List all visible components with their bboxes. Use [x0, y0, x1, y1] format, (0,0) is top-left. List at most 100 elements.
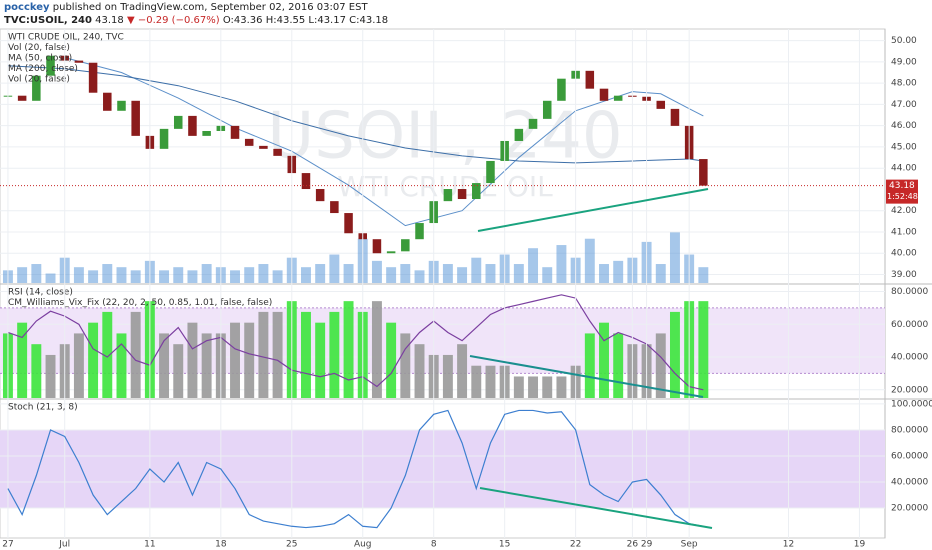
bar	[102, 264, 113, 283]
legend-entry: RSI (14, close)	[8, 288, 73, 298]
bar	[414, 270, 425, 283]
symbol: TVC:USOIL, 240	[4, 15, 92, 26]
plots: 39.00 40.00 41.00 42.00 44.00 45.00 46.00 47.00…	[0, 29, 932, 550]
y-tick-label: 40.0000	[891, 353, 928, 363]
bar	[556, 245, 567, 283]
author[interactable]: pocckey	[4, 2, 50, 13]
y-tick-label: 50.00	[891, 36, 917, 46]
legend-entry: Vol (20, false)	[8, 43, 70, 53]
y-tick-label: 39.00	[891, 270, 917, 280]
bar	[17, 322, 28, 398]
bar	[187, 270, 198, 283]
y-tick-label: 100.0000	[891, 399, 932, 409]
candle	[131, 100, 140, 136]
bar	[655, 333, 666, 398]
candle	[103, 92, 112, 111]
x-tick-label: 8	[431, 540, 437, 550]
candle	[613, 95, 623, 101]
bar	[45, 354, 56, 398]
bar	[528, 248, 539, 283]
candle	[301, 173, 311, 190]
bar	[613, 260, 624, 283]
candle	[273, 148, 282, 156]
bar	[513, 376, 524, 398]
candle	[514, 128, 524, 141]
y-tick-label: 40.00	[891, 249, 917, 259]
bar	[45, 273, 56, 283]
bar	[201, 333, 212, 398]
candle	[386, 251, 396, 254]
bar	[371, 260, 382, 283]
bar	[400, 333, 411, 398]
x-tick-label: 26	[627, 540, 639, 550]
candle	[202, 130, 211, 136]
y-tick-label: 80.0000	[891, 287, 928, 297]
bar	[301, 311, 311, 398]
bar	[329, 311, 340, 398]
x-tick-label: 12	[783, 540, 794, 550]
x-tick-label: 29	[641, 540, 653, 550]
candle	[330, 201, 339, 214]
y-tick-label: 60.0000	[891, 451, 928, 461]
candle	[244, 138, 254, 146]
bar	[599, 264, 609, 283]
bar	[230, 270, 240, 283]
bar	[244, 267, 255, 283]
candle	[457, 189, 467, 200]
last: 43.18	[95, 15, 124, 26]
candle	[656, 100, 666, 109]
y-tick-label: 49.00	[891, 57, 917, 67]
candle	[315, 189, 325, 202]
bar	[315, 322, 326, 398]
bar	[173, 344, 184, 398]
bar	[457, 267, 468, 283]
indicator-line	[7, 409, 704, 529]
bar	[386, 267, 397, 283]
candle	[599, 88, 609, 101]
candle	[259, 145, 268, 149]
bar	[258, 311, 269, 398]
bar	[244, 322, 255, 398]
bar	[187, 322, 198, 398]
x-tick-label: 19	[854, 540, 866, 550]
candle	[74, 60, 84, 63]
candle	[173, 115, 183, 129]
bar	[599, 322, 609, 398]
bar	[613, 333, 624, 398]
header: pocckey published on TradingView.com, Se…	[0, 0, 932, 28]
x-tick-label: Sep	[681, 540, 698, 550]
x-tick-label: 11	[144, 540, 155, 550]
candle	[557, 78, 566, 101]
bar	[17, 267, 28, 283]
bar	[584, 333, 595, 398]
x-tick-label: Jul	[58, 540, 70, 550]
candle	[528, 118, 538, 129]
candle	[46, 55, 55, 76]
bar	[201, 264, 212, 283]
x-tick-label: 18	[215, 540, 227, 550]
bar	[159, 270, 170, 283]
bar	[130, 311, 141, 398]
x-tick-label: Aug	[354, 540, 372, 550]
candle	[88, 62, 98, 93]
candle	[443, 189, 453, 202]
y-tick-label: 44.00	[891, 164, 917, 174]
y-tick-label: 46.00	[891, 121, 917, 131]
bar	[513, 264, 524, 283]
bar	[116, 267, 127, 283]
legend-entry: CM_Williams_Vix_Fix (22, 20, 2, 50, 0.85…	[8, 298, 272, 308]
bar	[272, 311, 283, 398]
candle	[542, 100, 552, 119]
candle	[401, 239, 410, 252]
indicator-line	[7, 294, 704, 391]
bar	[31, 264, 42, 283]
candle	[670, 108, 680, 126]
bar	[556, 376, 567, 398]
bar	[272, 270, 283, 283]
bar	[485, 365, 496, 398]
legend-entry: MA (50, close)	[8, 54, 72, 64]
x-tick-label: 27	[2, 540, 13, 550]
candle	[415, 223, 424, 240]
bar	[88, 322, 99, 398]
